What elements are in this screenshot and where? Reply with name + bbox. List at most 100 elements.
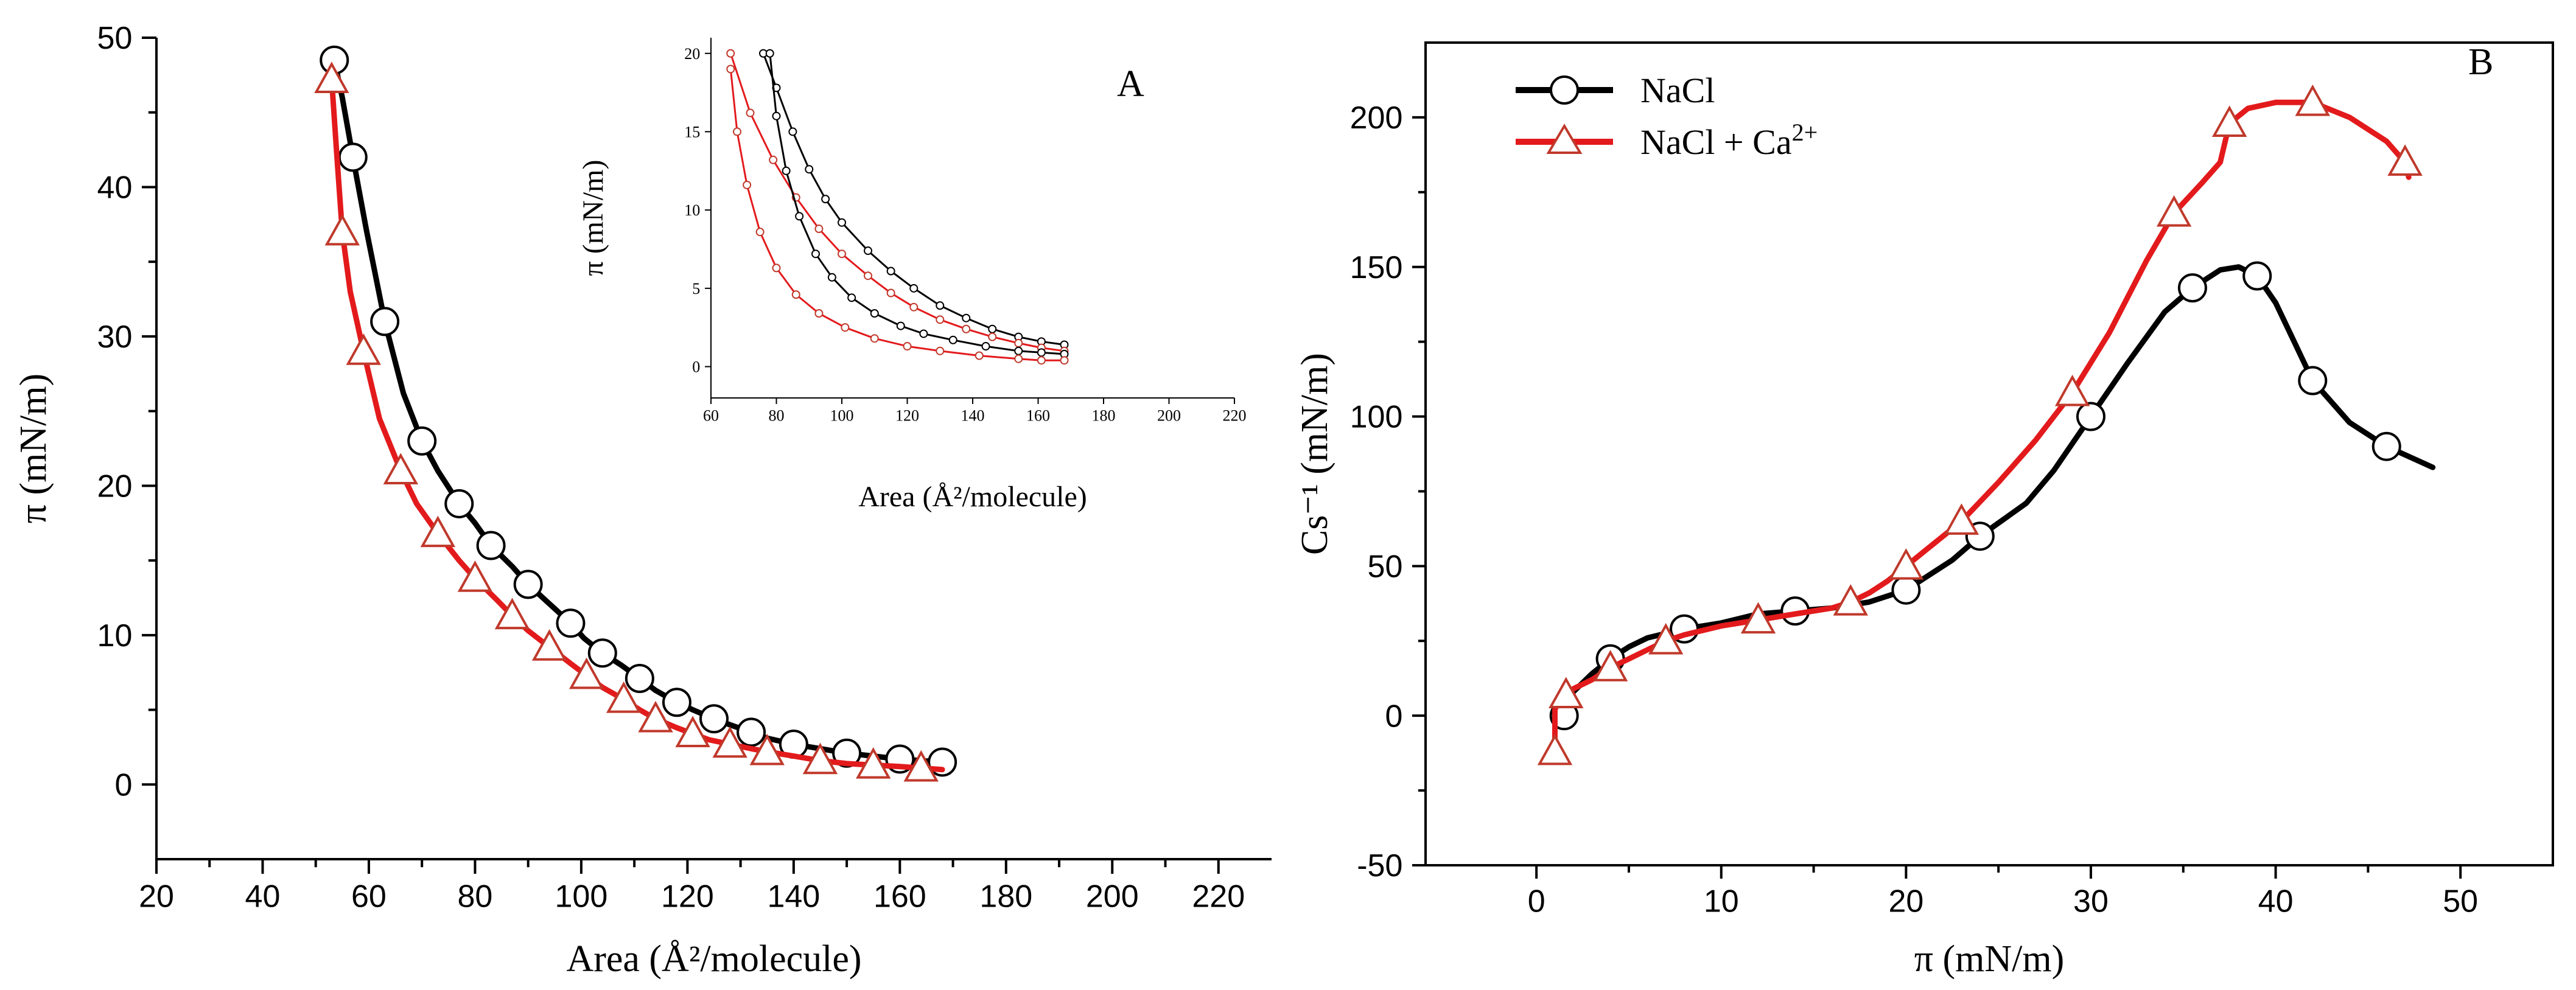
panel-b-x-tick-label: 30 xyxy=(2073,884,2109,919)
panel-a-label: A xyxy=(1117,63,1144,105)
inset-y-axis-label: π (mN/m) xyxy=(577,160,609,276)
panel-a-data-point xyxy=(420,515,456,548)
panel-b-data-point xyxy=(1592,650,1628,681)
panel-a-data-point xyxy=(338,142,368,172)
panel-a-x-tick-label: 220 xyxy=(1192,879,1245,915)
inset-series-group xyxy=(726,49,1069,365)
inset-data-point xyxy=(847,293,856,302)
panel-a-x-tick-label: 200 xyxy=(1086,879,1139,915)
inset-x-tick-label: 60 xyxy=(703,406,719,424)
panel-b-data-point xyxy=(1648,622,1684,655)
inset-x-tick-label: 160 xyxy=(1026,406,1050,424)
panel-a-data-point xyxy=(569,657,604,689)
inset-data-point xyxy=(821,195,830,204)
inset-data-point xyxy=(782,166,791,175)
inset-data-point xyxy=(755,228,765,237)
inset-y-tick-label: 15 xyxy=(684,124,700,141)
panel-a-x-tick-label: 160 xyxy=(873,879,926,915)
panel-a-data-point xyxy=(407,426,437,456)
panel-b-data-point xyxy=(1944,503,1979,535)
inset-data-point xyxy=(1014,346,1023,355)
panel-b-x-tick-label: 10 xyxy=(1704,884,1739,919)
panel-b-y-axis-label: Cs⁻¹ (mN/m) xyxy=(1294,353,1335,555)
inset-data-point xyxy=(838,218,846,227)
inset-data-point xyxy=(886,267,895,276)
inset-x-tick-label: 220 xyxy=(1223,406,1247,424)
panel-a-data-point xyxy=(314,61,349,93)
panel-b-x-tick-label: 20 xyxy=(1888,884,1923,919)
legend-marker-triangle xyxy=(1546,124,1583,154)
inset-x-axis-label: Area (Å²/molecule) xyxy=(858,481,1087,513)
panel-a-data-point xyxy=(556,608,586,638)
panel-a-x-axis-label: Area (Å²/molecule) xyxy=(566,938,861,980)
inset-data-point xyxy=(1014,354,1023,363)
inset-data-point xyxy=(962,324,971,333)
panel-b-x-tick-label: 40 xyxy=(2258,884,2294,919)
panel-b-data-point xyxy=(1833,584,1868,616)
inset-data-point xyxy=(841,323,850,332)
panel-b-data-point xyxy=(2371,431,2401,461)
panel-a-x-tick-label: 40 xyxy=(245,879,281,915)
panel-a-y-axis-label: π (mN/m) xyxy=(13,374,54,524)
inset-data-point xyxy=(936,346,945,355)
inset-data-point xyxy=(772,263,781,273)
panel-a-x-tick-label: 100 xyxy=(555,879,608,915)
panel-a-data-point xyxy=(370,307,400,336)
panel-a-data-point xyxy=(606,681,642,713)
inset-data-point xyxy=(726,49,735,58)
inset-data-point xyxy=(975,351,984,360)
inset-y-tick-label: 5 xyxy=(692,280,700,298)
panel-a-x-tick-label: 180 xyxy=(979,879,1032,915)
inset-data-point xyxy=(726,64,735,74)
panel-a-data-point xyxy=(457,560,493,592)
panel-b-plot: 0 10 20 30 40 50 -50 0 50 100 150 200 π (mN/m) Cs⁻¹ (… xyxy=(1294,41,2554,980)
inset-data-point xyxy=(746,108,755,117)
inset-x-tick-label: 100 xyxy=(830,406,854,424)
panel-b-data-point xyxy=(2295,84,2331,116)
inset-data-point xyxy=(948,335,957,344)
inset-data-point xyxy=(864,271,872,281)
panel-a-data-point xyxy=(662,688,691,717)
panel-b-series-group xyxy=(1537,84,2436,765)
panel-b-y-tick-label: 100 xyxy=(1350,400,1403,435)
panel-b-y-tick-label: -50 xyxy=(1357,848,1402,884)
panel-a-y-tick-label: 10 xyxy=(97,618,133,654)
panel-a-x-tick-label: 60 xyxy=(351,879,387,915)
inset-data-point xyxy=(814,225,824,234)
panel-a-data-point xyxy=(587,638,617,668)
panel-b-data-point xyxy=(2076,402,2105,431)
inset-x-tick-label: 120 xyxy=(895,406,919,424)
panel-b-data-point xyxy=(1740,602,1776,634)
inset-data-point xyxy=(870,309,879,318)
panel-a-x-tick-label: 80 xyxy=(458,879,493,915)
inset-data-point xyxy=(827,273,836,282)
inset-data-point xyxy=(772,111,781,120)
legend-item-nacl: NaCl xyxy=(1516,71,1715,110)
inset-data-point xyxy=(805,165,814,174)
panel-a-data-point xyxy=(346,333,381,365)
panel-b-data-point xyxy=(1888,548,1924,580)
panel-b-data-point xyxy=(2387,144,2423,176)
inset-data-point xyxy=(765,49,774,58)
inset-x-tick-label: 140 xyxy=(961,406,985,424)
inset-data-point xyxy=(769,155,778,164)
panel-b-x-tick-label: 0 xyxy=(1528,884,1545,919)
panel-b-data-point xyxy=(2242,261,2272,291)
panel-b-data-point xyxy=(2211,105,2247,137)
inset-data-point xyxy=(936,315,945,324)
panel-a-data-point xyxy=(802,742,838,775)
inset-data-point xyxy=(838,249,846,259)
panel-a-data-point xyxy=(383,453,418,485)
panel-a-data-point xyxy=(737,717,766,747)
legend-marker-circle xyxy=(1550,75,1579,105)
legend: NaCl NaCl + Ca2+ xyxy=(1516,71,1818,162)
legend-label-nacl: NaCl xyxy=(1640,71,1715,110)
inset-data-point xyxy=(743,180,752,189)
panel-b-y-tick-label: 150 xyxy=(1350,250,1403,285)
panel-a-data-point xyxy=(625,664,654,693)
inset-data-point xyxy=(1014,338,1023,347)
panel-a-data-point xyxy=(494,598,530,630)
panel-a-data-point xyxy=(712,726,747,758)
panel-a-main-plot: 20 40 60 80 100 120 140 160 180 200 22001020304050… xyxy=(13,21,1272,980)
